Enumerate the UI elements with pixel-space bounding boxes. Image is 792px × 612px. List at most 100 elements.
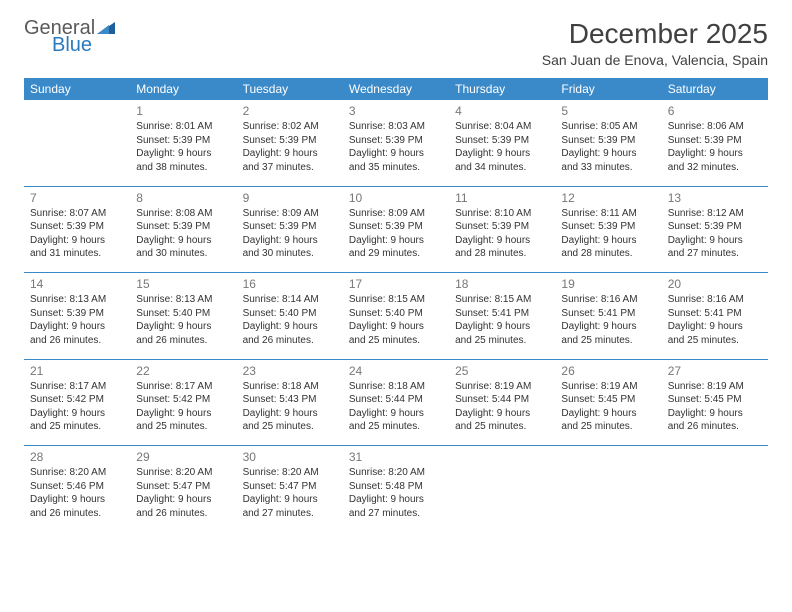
daylight-text: Daylight: 9 hours — [455, 320, 549, 334]
sunrise-text: Sunrise: 8:17 AM — [30, 380, 124, 394]
daylight-text: and 26 minutes. — [136, 507, 230, 521]
daylight-text: and 26 minutes. — [30, 334, 124, 348]
sunset-text: Sunset: 5:39 PM — [349, 220, 443, 234]
sunrise-text: Sunrise: 8:08 AM — [136, 207, 230, 221]
calendar-day-cell — [555, 446, 661, 532]
sunrise-text: Sunrise: 8:19 AM — [455, 380, 549, 394]
daylight-text: Daylight: 9 hours — [668, 320, 762, 334]
logo: General Blue — [24, 18, 115, 60]
calendar-day-cell: 19Sunrise: 8:16 AMSunset: 5:41 PMDayligh… — [555, 273, 661, 359]
daylight-text: Daylight: 9 hours — [561, 320, 655, 334]
day-number: 20 — [668, 276, 762, 292]
daylight-text: Daylight: 9 hours — [243, 234, 337, 248]
sunrise-text: Sunrise: 8:20 AM — [136, 466, 230, 480]
daylight-text: Daylight: 9 hours — [30, 407, 124, 421]
day-number: 15 — [136, 276, 230, 292]
daylight-text: and 31 minutes. — [30, 247, 124, 261]
day-number: 27 — [668, 363, 762, 379]
calendar-day-cell: 25Sunrise: 8:19 AMSunset: 5:44 PMDayligh… — [449, 360, 555, 446]
sunrise-text: Sunrise: 8:20 AM — [349, 466, 443, 480]
day-number: 18 — [455, 276, 549, 292]
daylight-text: Daylight: 9 hours — [30, 320, 124, 334]
day-number: 2 — [243, 103, 337, 119]
calendar-day-cell — [662, 446, 768, 532]
day-number: 8 — [136, 190, 230, 206]
day-number: 17 — [349, 276, 443, 292]
daylight-text: and 25 minutes. — [668, 334, 762, 348]
calendar-day-cell: 6Sunrise: 8:06 AMSunset: 5:39 PMDaylight… — [662, 100, 768, 186]
daylight-text: and 34 minutes. — [455, 161, 549, 175]
day-number: 30 — [243, 449, 337, 465]
daylight-text: Daylight: 9 hours — [455, 147, 549, 161]
calendar-day-cell: 9Sunrise: 8:09 AMSunset: 5:39 PMDaylight… — [237, 187, 343, 273]
day-number: 29 — [136, 449, 230, 465]
calendar-table: Sunday Monday Tuesday Wednesday Thursday… — [24, 78, 768, 532]
daylight-text: Daylight: 9 hours — [561, 234, 655, 248]
sunrise-text: Sunrise: 8:20 AM — [30, 466, 124, 480]
sunset-text: Sunset: 5:41 PM — [455, 307, 549, 321]
sunrise-text: Sunrise: 8:11 AM — [561, 207, 655, 221]
daylight-text: Daylight: 9 hours — [136, 147, 230, 161]
month-title: December 2025 — [542, 18, 768, 50]
calendar-day-cell: 14Sunrise: 8:13 AMSunset: 5:39 PMDayligh… — [24, 273, 130, 359]
daylight-text: Daylight: 9 hours — [668, 147, 762, 161]
calendar-day-cell: 2Sunrise: 8:02 AMSunset: 5:39 PMDaylight… — [237, 100, 343, 186]
sunrise-text: Sunrise: 8:09 AM — [349, 207, 443, 221]
calendar-week-row: 28Sunrise: 8:20 AMSunset: 5:46 PMDayligh… — [24, 446, 768, 532]
calendar-day-cell: 5Sunrise: 8:05 AMSunset: 5:39 PMDaylight… — [555, 100, 661, 186]
daylight-text: Daylight: 9 hours — [668, 234, 762, 248]
daylight-text: Daylight: 9 hours — [243, 147, 337, 161]
calendar-day-cell: 7Sunrise: 8:07 AMSunset: 5:39 PMDaylight… — [24, 187, 130, 273]
calendar-day-cell: 21Sunrise: 8:17 AMSunset: 5:42 PMDayligh… — [24, 360, 130, 446]
page-header: General Blue December 2025 San Juan de E… — [24, 18, 768, 68]
calendar-week-row: 7Sunrise: 8:07 AMSunset: 5:39 PMDaylight… — [24, 187, 768, 273]
day-number: 3 — [349, 103, 443, 119]
daylight-text: and 25 minutes. — [136, 420, 230, 434]
title-block: December 2025 San Juan de Enova, Valenci… — [542, 18, 768, 68]
sunrise-text: Sunrise: 8:09 AM — [243, 207, 337, 221]
calendar-day-cell — [24, 100, 130, 186]
sunset-text: Sunset: 5:41 PM — [561, 307, 655, 321]
logo-triangle-icon — [97, 20, 115, 39]
daylight-text: and 28 minutes. — [561, 247, 655, 261]
sunset-text: Sunset: 5:39 PM — [243, 134, 337, 148]
sunrise-text: Sunrise: 8:03 AM — [349, 120, 443, 134]
sunrise-text: Sunrise: 8:20 AM — [243, 466, 337, 480]
weekday-header: Friday — [555, 78, 661, 100]
sunset-text: Sunset: 5:40 PM — [136, 307, 230, 321]
calendar-day-cell: 1Sunrise: 8:01 AMSunset: 5:39 PMDaylight… — [130, 100, 236, 186]
calendar-week-row: 21Sunrise: 8:17 AMSunset: 5:42 PMDayligh… — [24, 360, 768, 446]
daylight-text: and 27 minutes. — [349, 507, 443, 521]
sunset-text: Sunset: 5:42 PM — [30, 393, 124, 407]
daylight-text: and 26 minutes. — [30, 507, 124, 521]
day-number: 16 — [243, 276, 337, 292]
day-number: 22 — [136, 363, 230, 379]
sunrise-text: Sunrise: 8:16 AM — [561, 293, 655, 307]
day-number: 10 — [349, 190, 443, 206]
daylight-text: Daylight: 9 hours — [349, 147, 443, 161]
calendar-day-cell: 29Sunrise: 8:20 AMSunset: 5:47 PMDayligh… — [130, 446, 236, 532]
daylight-text: Daylight: 9 hours — [349, 407, 443, 421]
sunset-text: Sunset: 5:47 PM — [243, 480, 337, 494]
calendar-day-cell: 23Sunrise: 8:18 AMSunset: 5:43 PMDayligh… — [237, 360, 343, 446]
sunset-text: Sunset: 5:39 PM — [136, 134, 230, 148]
location-label: San Juan de Enova, Valencia, Spain — [542, 52, 768, 68]
daylight-text: Daylight: 9 hours — [30, 234, 124, 248]
sunrise-text: Sunrise: 8:13 AM — [136, 293, 230, 307]
daylight-text: and 37 minutes. — [243, 161, 337, 175]
calendar-day-cell: 8Sunrise: 8:08 AMSunset: 5:39 PMDaylight… — [130, 187, 236, 273]
daylight-text: Daylight: 9 hours — [561, 407, 655, 421]
calendar-day-cell: 3Sunrise: 8:03 AMSunset: 5:39 PMDaylight… — [343, 100, 449, 186]
daylight-text: Daylight: 9 hours — [349, 493, 443, 507]
sunrise-text: Sunrise: 8:10 AM — [455, 207, 549, 221]
daylight-text: and 35 minutes. — [349, 161, 443, 175]
sunrise-text: Sunrise: 8:06 AM — [668, 120, 762, 134]
daylight-text: Daylight: 9 hours — [136, 234, 230, 248]
daylight-text: and 32 minutes. — [668, 161, 762, 175]
sunrise-text: Sunrise: 8:01 AM — [136, 120, 230, 134]
calendar-week-row: 1Sunrise: 8:01 AMSunset: 5:39 PMDaylight… — [24, 100, 768, 186]
calendar-page: General Blue December 2025 San Juan de E… — [0, 0, 792, 544]
daylight-text: and 27 minutes. — [243, 507, 337, 521]
calendar-day-cell: 30Sunrise: 8:20 AMSunset: 5:47 PMDayligh… — [237, 446, 343, 532]
weekday-header: Thursday — [449, 78, 555, 100]
